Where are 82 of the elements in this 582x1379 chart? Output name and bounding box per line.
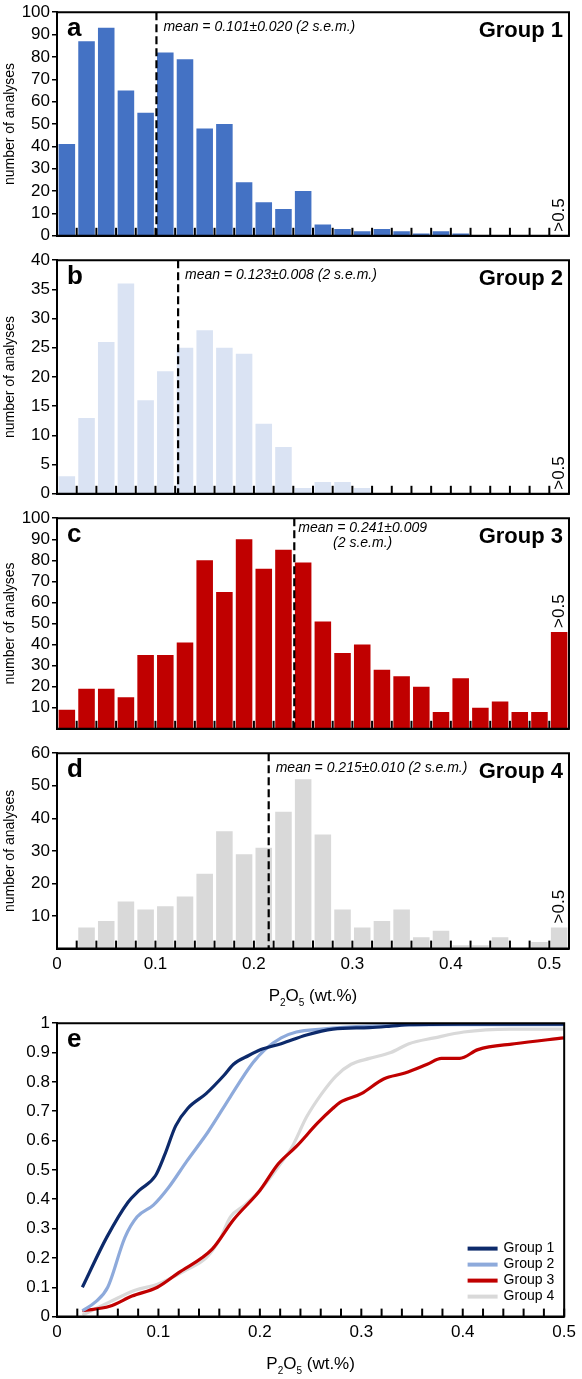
y-tick-label: 0.3 (26, 1218, 50, 1238)
y-tick-label: 40 (31, 249, 50, 269)
legend-label: Group 4 (503, 1287, 555, 1304)
legend-label: Group 3 (503, 1271, 555, 1288)
chart-title: Group 2 (478, 265, 563, 291)
y-tick-label: 30 (31, 308, 50, 328)
y-tick-label: 0 (40, 483, 50, 503)
y-tick-label: 5 (40, 454, 50, 474)
chart-title: Group 3 (478, 523, 563, 549)
y-tick-label: 60 (31, 592, 50, 612)
ref-line-label: mean = 0.241±0.009 (2 s.e.m.) (298, 519, 428, 551)
y-tick-label: 70 (31, 68, 50, 88)
y-tick-label: 0.2 (26, 1247, 50, 1267)
ref-line-label: mean = 0.123±0.008 (2 s.e.m.) (185, 266, 377, 283)
y-tick-label: 40 (31, 634, 50, 654)
y-tick-label: 70 (31, 571, 50, 591)
y-tick-label: 90 (31, 24, 50, 44)
y-tick-label: 50 (31, 613, 50, 633)
y-tick-label: 0.7 (26, 1100, 50, 1120)
y-tick-label: 90 (31, 528, 50, 548)
ref-line-label: mean = 0.101±0.020 (2 s.e.m.) (163, 18, 356, 35)
x-tick-label: 0.4 (439, 954, 463, 974)
y-tick-label: 15 (31, 395, 50, 415)
x-tick-label: 0.5 (537, 954, 562, 974)
annotation: a (67, 12, 82, 43)
chart-title: Group 4 (478, 758, 564, 784)
y-tick-label: 10 (31, 905, 50, 925)
y-tick-label: 30 (31, 655, 50, 675)
x-tick-label: 0.3 (349, 1322, 374, 1342)
y-tick-label: 20 (31, 180, 50, 200)
y-axis-title: number of analyses (1, 562, 18, 685)
y-tick-label: 0.8 (26, 1071, 50, 1091)
y-tick-label: 0 (40, 225, 50, 245)
annotation: >0.5 (548, 889, 568, 924)
chart-title: Group 1 (478, 17, 563, 43)
x-tick-label: 0.4 (450, 1322, 475, 1342)
ref-line-label: mean = 0.215±0.010 (2 s.e.m.) (275, 759, 468, 776)
y-tick-label: 0.6 (26, 1130, 50, 1150)
y-tick-label: 80 (31, 550, 50, 570)
y-axis-title: number of analyses (1, 315, 18, 439)
y-tick-label: 0 (40, 1306, 50, 1326)
y-axis-title: number of analyses (1, 62, 18, 186)
x-tick-label: 0.2 (248, 1322, 272, 1342)
annotation: b (67, 260, 83, 291)
y-tick-label: 1 (40, 1012, 50, 1032)
y-tick-label: 60 (31, 742, 50, 762)
y-tick-label: 50 (31, 113, 50, 133)
annotation: d (67, 753, 83, 784)
y-tick-label: 0.1 (26, 1276, 50, 1296)
y-tick-label: 50 (31, 775, 50, 795)
y-tick-label: 100 (21, 507, 50, 527)
y-tick-label: 100 (21, 1, 50, 21)
y-tick-label: 20 (31, 676, 50, 696)
annotation: >0.5 (548, 456, 568, 490)
y-tick-label: 10 (31, 697, 50, 717)
y-tick-label: 20 (31, 873, 50, 893)
y-tick-label: 40 (31, 808, 50, 828)
y-tick-label: 30 (31, 840, 50, 860)
annotation: e (67, 1023, 82, 1054)
y-tick-label: 60 (31, 91, 50, 111)
y-tick-label: 40 (31, 136, 50, 156)
y-tick-label: 0.5 (26, 1159, 50, 1179)
y-tick-label: 10 (31, 203, 50, 223)
y-tick-label: 35 (31, 279, 50, 299)
legend-label: Group 1 (503, 1239, 555, 1256)
annotation: c (67, 518, 82, 549)
y-tick-label: 0.4 (26, 1188, 50, 1208)
x-tick-label: 0.5 (552, 1322, 576, 1342)
x-tick-label: 0.3 (340, 954, 365, 974)
x-tick-label: 0.2 (242, 954, 266, 974)
annotation: >0.5 (548, 594, 568, 628)
y-tick-label: 10 (31, 425, 50, 445)
x-tick-label: 0.1 (146, 1322, 171, 1342)
y-tick-label: 20 (31, 366, 50, 386)
y-tick-label: 30 (31, 158, 50, 178)
legend-label: Group 2 (503, 1255, 555, 1272)
annotation: >0.5 (548, 198, 568, 232)
y-axis-title: number of analyses (1, 789, 18, 912)
x-tick-label: 0.1 (143, 954, 168, 974)
y-tick-label: 80 (31, 46, 50, 66)
y-tick-label: 0.9 (26, 1042, 50, 1062)
y-tick-label: 25 (31, 337, 50, 357)
